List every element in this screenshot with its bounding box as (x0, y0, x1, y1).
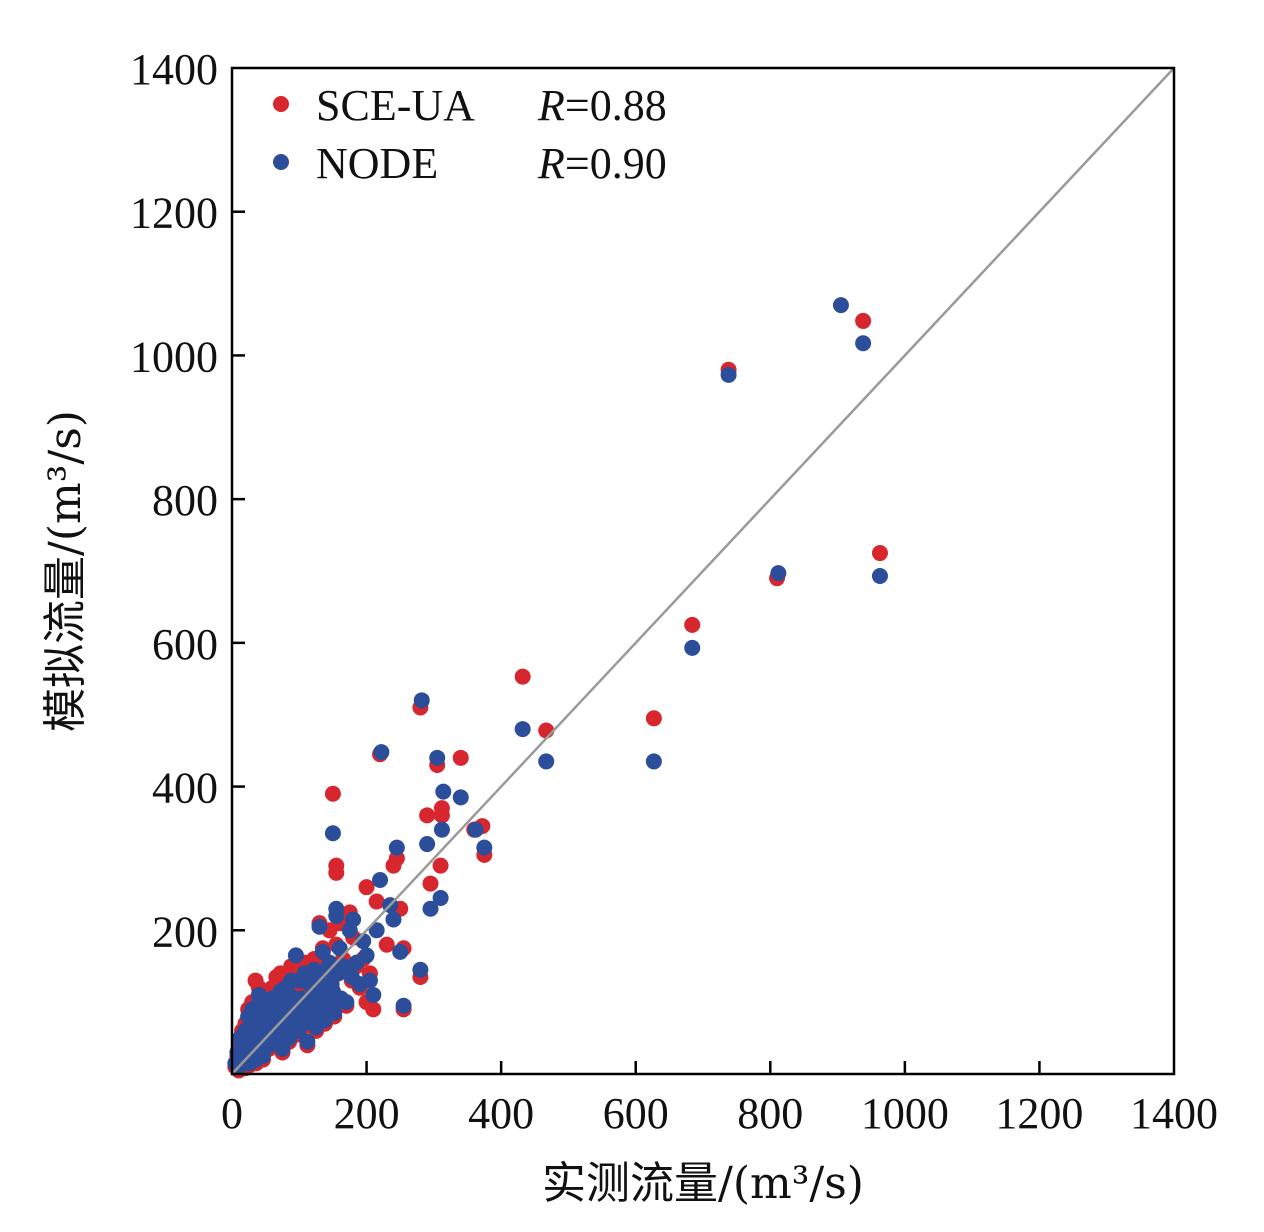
legend-label-sce-ua: SCE-UA (316, 81, 475, 130)
point-node (467, 821, 484, 838)
point-node (368, 922, 385, 939)
legend-marker-sce-ua (273, 96, 289, 112)
point-node (392, 943, 409, 960)
point-node (324, 825, 341, 842)
point-node (422, 900, 439, 917)
plot-area-frame (230, 66, 1176, 1076)
point-node (358, 947, 375, 964)
point-node (538, 753, 555, 770)
legend-r-number: =0.88 (565, 81, 667, 130)
point-node (514, 721, 531, 738)
point-node (832, 297, 849, 314)
point-node (326, 1004, 343, 1021)
legend: SCE-UA R=0.88 NODE R=0.90 (273, 81, 667, 188)
point-sce-ua (514, 668, 531, 685)
y-tick-label: 400 (152, 764, 218, 813)
point-node (372, 871, 389, 888)
point-sce-ua (368, 893, 385, 910)
y-tick-label: 1000 (130, 332, 218, 381)
point-node (412, 961, 429, 978)
x-tick-label: 200 (334, 1089, 400, 1138)
point-sce-ua (538, 722, 555, 739)
one-to-one-reference-line (231, 67, 1175, 1075)
point-node (365, 986, 382, 1003)
point-node (311, 918, 328, 935)
point-node (432, 889, 449, 906)
point-node (413, 692, 430, 709)
point-node (871, 568, 888, 585)
point-node (287, 947, 304, 964)
point-node (720, 366, 737, 383)
point-sce-ua (365, 1001, 382, 1018)
point-sce-ua (324, 785, 341, 802)
point-sce-ua (432, 857, 449, 874)
legend-label-node: NODE (316, 139, 438, 188)
y-tick-label: 800 (152, 476, 218, 525)
legend-marker-node (273, 154, 289, 170)
point-sce-ua (358, 879, 375, 896)
y-tick-label: 600 (152, 620, 218, 669)
points-layer (227, 297, 888, 1079)
point-node (770, 565, 787, 582)
x-tick-label: 400 (468, 1089, 534, 1138)
x-tick-label: 800 (737, 1089, 803, 1138)
point-sce-ua (645, 710, 662, 727)
point-sce-ua (378, 936, 395, 953)
point-node (385, 911, 402, 928)
point-node (338, 994, 355, 1011)
x-tick-label: 1400 (1130, 1089, 1218, 1138)
x-axis-title: 实测流量/(m³/s) (542, 1158, 864, 1209)
point-node (335, 958, 352, 975)
point-node (388, 839, 405, 856)
point-node (684, 639, 701, 656)
x-tick-label: 1000 (861, 1089, 949, 1138)
y-tick-label: 1200 (130, 189, 218, 238)
point-sce-ua (684, 616, 701, 633)
point-node (328, 900, 345, 917)
x-tick-label: 0 (221, 1089, 243, 1138)
legend-r-number: =0.90 (565, 139, 667, 188)
axis-ticks: 0 200 400 600 800 1000 1200 1400 200 400 600 800 100… (130, 45, 1218, 1138)
x-tick-label: 600 (603, 1089, 669, 1138)
legend-r-symbol: R (537, 81, 565, 130)
point-node (429, 749, 446, 766)
point-sce-ua (422, 875, 439, 892)
point-node (395, 997, 412, 1014)
point-node (345, 911, 362, 928)
legend-r-symbol: R (537, 139, 565, 188)
y-axis-title: 模拟流量/(m³/s) (40, 410, 91, 732)
point-node (331, 940, 348, 957)
point-sce-ua (871, 545, 888, 562)
point-node (452, 789, 469, 806)
point-node (476, 839, 493, 856)
point-node (433, 821, 450, 838)
y-tick-label: 1400 (130, 45, 218, 94)
point-sce-ua (433, 800, 450, 817)
point-sce-ua (452, 749, 469, 766)
point-sce-ua (328, 864, 345, 881)
point-node (855, 335, 872, 352)
point-node (373, 744, 390, 761)
point-node (435, 783, 452, 800)
point-node (299, 1033, 316, 1050)
legend-r-value-node: R=0.90 (537, 139, 667, 188)
point-sce-ua (855, 312, 872, 329)
point-node (645, 753, 662, 770)
legend-r-value-sce-ua: R=0.88 (537, 81, 667, 130)
point-sce-ua (419, 807, 436, 824)
y-tick-label: 200 (152, 907, 218, 956)
point-node (419, 836, 436, 853)
x-tick-label: 1200 (995, 1089, 1083, 1138)
point-node (361, 972, 378, 989)
